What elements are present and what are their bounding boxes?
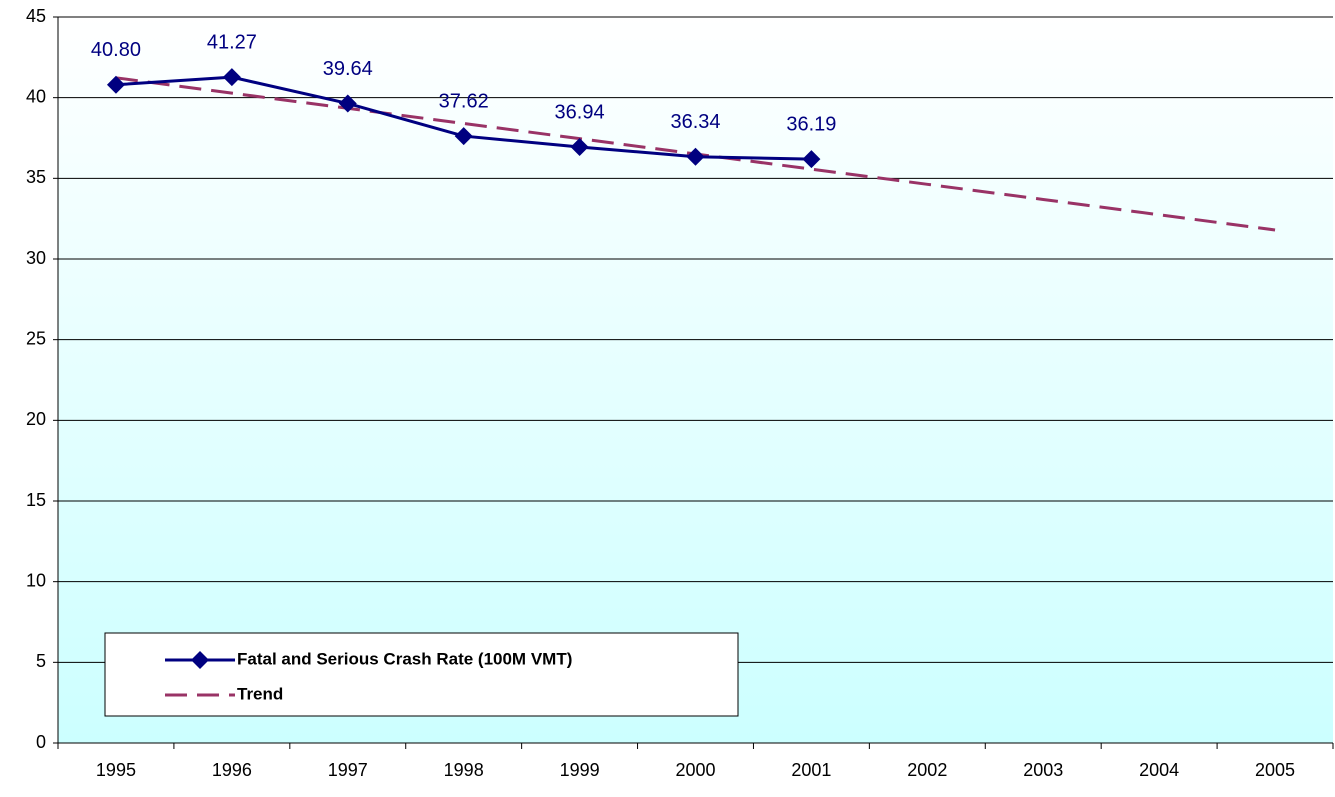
data-label: 41.27 <box>207 31 257 53</box>
y-tick-label: 5 <box>36 651 46 671</box>
y-tick-label: 15 <box>26 490 46 510</box>
plot-area <box>58 17 1333 743</box>
marker <box>454 127 473 146</box>
legend-label: Trend <box>237 684 283 703</box>
marker <box>686 147 705 166</box>
data-label: 36.34 <box>670 111 720 133</box>
x-tick-label: 1999 <box>560 760 600 780</box>
legend-label: Fatal and Serious Crash Rate (100M VMT) <box>237 649 572 668</box>
x-tick-label: 2003 <box>1023 760 1063 780</box>
data-label: 37.62 <box>439 90 489 112</box>
marker <box>802 150 821 169</box>
x-tick-label: 1998 <box>444 760 484 780</box>
legend-box <box>104 632 739 717</box>
data-label: 39.64 <box>323 58 373 80</box>
x-tick-label: 1996 <box>212 760 252 780</box>
x-tick-label: 2004 <box>1139 760 1179 780</box>
data-label: 36.19 <box>786 113 836 135</box>
x-tick-label: 2001 <box>791 760 831 780</box>
data-label: 36.94 <box>555 101 605 123</box>
x-tick-label: 2000 <box>675 760 715 780</box>
x-tick-label: 2005 <box>1255 760 1295 780</box>
y-tick-label: 40 <box>26 86 46 106</box>
y-tick-label: 45 <box>26 6 46 26</box>
legend-marker <box>191 651 209 669</box>
y-tick-label: 10 <box>26 570 46 590</box>
data-label: 40.80 <box>91 39 141 61</box>
marker <box>222 68 241 87</box>
marker <box>570 138 589 157</box>
y-tick-label: 35 <box>26 167 46 187</box>
x-tick-label: 1995 <box>96 760 136 780</box>
x-tick-label: 1997 <box>328 760 368 780</box>
y-tick-label: 25 <box>26 328 46 348</box>
x-tick-label: 2002 <box>907 760 947 780</box>
y-tick-label: 20 <box>26 409 46 429</box>
y-tick-label: 0 <box>36 732 46 752</box>
y-tick-label: 30 <box>26 248 46 268</box>
marker <box>106 75 125 94</box>
marker <box>338 94 357 113</box>
